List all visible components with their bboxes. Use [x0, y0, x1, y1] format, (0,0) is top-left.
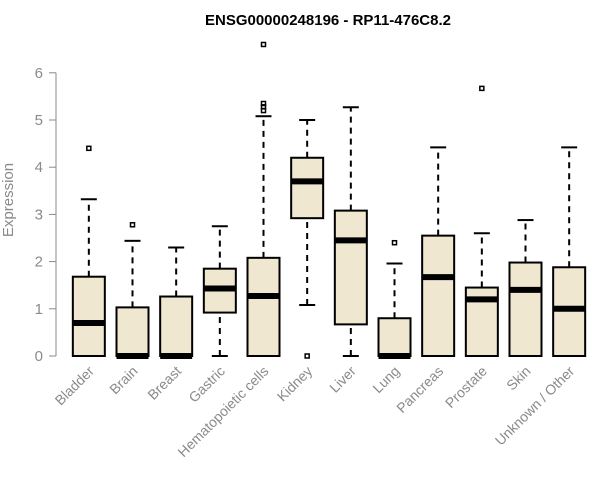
- chart-title: ENSG00000248196 - RP11-476C8.2: [205, 12, 451, 29]
- outlier-point: [391, 239, 398, 246]
- x-tick-label: Breast: [144, 363, 184, 403]
- y-tick-label: 0: [35, 348, 43, 365]
- outlier-point: [304, 353, 310, 359]
- box-0: [71, 145, 106, 358]
- outlier-point: [479, 85, 485, 92]
- x-tick-label: Liver: [326, 363, 359, 396]
- box-7: [377, 239, 412, 359]
- box-4: [246, 41, 281, 358]
- y-tick-label: 2: [35, 254, 43, 271]
- x-tick-label: Prostate: [442, 363, 490, 411]
- box-rect: [115, 306, 150, 358]
- x-tick-label: Unknown / Other: [492, 363, 578, 449]
- box-6: [333, 106, 368, 357]
- y-axis: 0 1 2 3 4 5 6: [35, 65, 57, 365]
- x-tick-label: Gastric: [185, 363, 228, 406]
- outlier-point: [260, 41, 267, 48]
- box-2: [159, 246, 194, 359]
- box-rect: [333, 209, 368, 326]
- x-tick-label: Lung: [369, 363, 402, 396]
- box-8: [421, 146, 456, 357]
- boxes: [71, 41, 587, 359]
- outlier-point: [86, 145, 92, 152]
- box-11: [552, 146, 587, 358]
- box-rect: [71, 275, 106, 358]
- x-tick-label: Bladder: [52, 363, 98, 409]
- box-rect: [159, 295, 194, 358]
- y-tick-label: 6: [35, 65, 43, 82]
- y-tick-label: 3: [35, 206, 43, 223]
- x-tick-label: Skin: [503, 363, 534, 394]
- box-9: [464, 85, 499, 357]
- box-5: [290, 119, 325, 359]
- y-tick-label: 5: [35, 112, 43, 129]
- x-tick-label: Kidney: [274, 363, 316, 405]
- box-rect: [290, 156, 325, 220]
- x-tick-label: Brain: [106, 363, 140, 397]
- box-1: [115, 222, 150, 359]
- y-tick-label: 4: [35, 159, 43, 176]
- outlier-point: [129, 222, 136, 228]
- outlier-point: [260, 100, 267, 107]
- x-tick-label: Pancreas: [393, 363, 446, 416]
- y-axis-label: Expression: [0, 163, 17, 237]
- box-rect: [246, 256, 281, 358]
- box-3: [202, 225, 237, 357]
- box-rect: [377, 317, 412, 357]
- box-10: [508, 219, 543, 358]
- box-rect: [421, 234, 456, 357]
- box-rect: [508, 261, 543, 358]
- y-tick-label: 1: [35, 301, 43, 318]
